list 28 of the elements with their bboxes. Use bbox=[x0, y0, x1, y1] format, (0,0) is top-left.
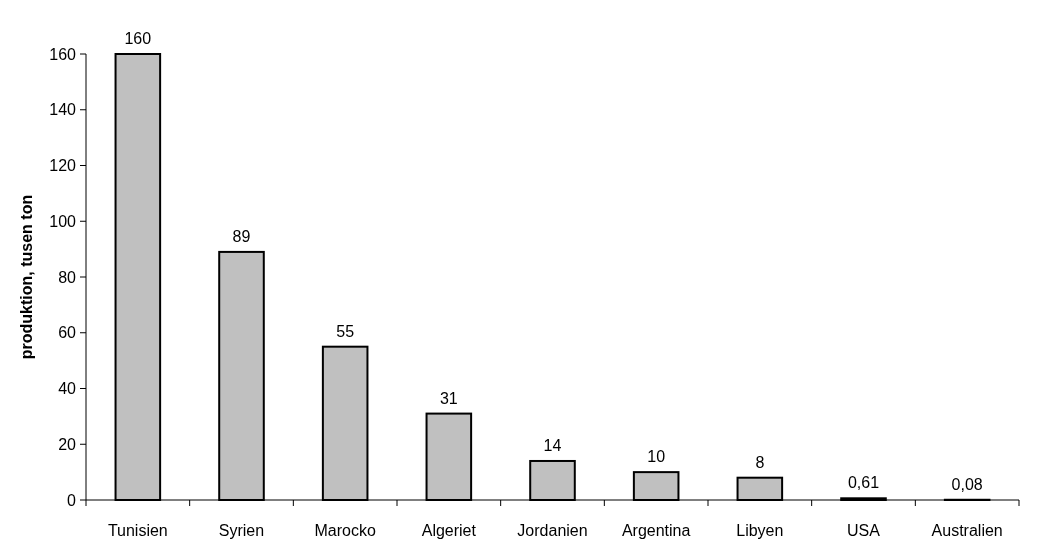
x-tick-label: Argentina bbox=[621, 522, 691, 539]
data-label: 160 bbox=[124, 30, 152, 47]
data-label: 31 bbox=[439, 389, 458, 407]
y-tick-label: 60 bbox=[58, 324, 77, 342]
data-label: 55 bbox=[336, 322, 355, 340]
x-tick-label: Tunisien bbox=[107, 522, 168, 539]
y-tick-label: 120 bbox=[49, 157, 77, 175]
y-tick-label: 160 bbox=[49, 45, 77, 63]
x-tick-label: Marocko bbox=[314, 522, 376, 539]
data-label: 10 bbox=[647, 448, 666, 466]
x-tick-label: Libyen bbox=[736, 522, 784, 539]
data-label: 0,61 bbox=[847, 474, 880, 492]
y-tick-label: 20 bbox=[58, 435, 77, 453]
x-tick-label: Australien bbox=[931, 522, 1003, 539]
y-tick-label: 0 bbox=[67, 491, 77, 509]
y-tick-label: 140 bbox=[49, 101, 77, 119]
data-label: 14 bbox=[543, 436, 562, 454]
y-tick-label: 80 bbox=[58, 268, 77, 286]
x-tick-label: USA bbox=[847, 522, 881, 539]
y-tick-label: 40 bbox=[58, 380, 77, 398]
y-tick-label: 100 bbox=[49, 212, 77, 230]
data-label: 0,08 bbox=[951, 475, 983, 493]
x-tick-label: Syrien bbox=[218, 522, 265, 539]
x-tick-label: Jordanien bbox=[517, 522, 588, 539]
data-label: 8 bbox=[755, 453, 765, 471]
data-label: 89 bbox=[232, 227, 251, 245]
x-tick-label: Algeriet bbox=[421, 522, 477, 539]
y-axis-title: produktion, tusen ton bbox=[18, 194, 35, 360]
